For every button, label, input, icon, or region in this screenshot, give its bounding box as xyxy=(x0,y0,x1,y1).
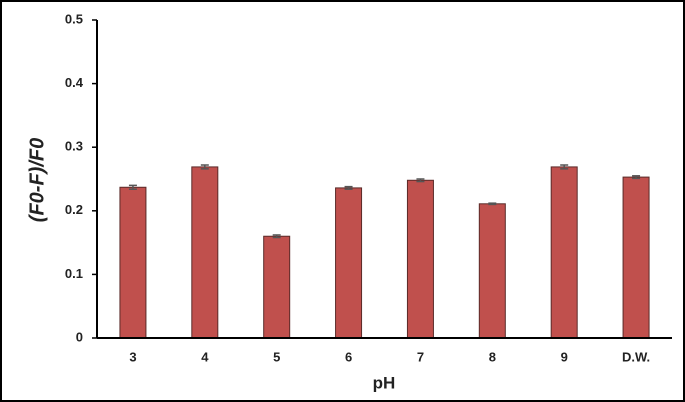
x-tick-label: 8 xyxy=(489,349,496,364)
x-tick-label: 6 xyxy=(345,349,352,364)
y-tick-label: 0 xyxy=(76,329,83,344)
y-tick-label: 0.2 xyxy=(65,202,83,217)
x-tick-label: 9 xyxy=(561,349,568,364)
x-tick-label: 4 xyxy=(201,349,209,364)
x-tick-label: 3 xyxy=(129,349,136,364)
y-tick-label: 0.1 xyxy=(65,266,83,281)
x-tick-label: 5 xyxy=(273,349,280,364)
bar xyxy=(335,187,363,339)
y-axis-title: (F0-F)/F0 xyxy=(26,138,48,222)
bar xyxy=(263,235,291,339)
bar xyxy=(191,166,219,339)
x-tick-label: 7 xyxy=(417,349,424,364)
x-tick-label: D.W. xyxy=(622,349,650,364)
bar xyxy=(622,176,650,339)
y-tick-label: 0.5 xyxy=(65,11,83,26)
bar xyxy=(478,203,506,339)
bar xyxy=(406,179,434,339)
y-tick-label: 0.4 xyxy=(65,75,84,90)
y-tick-label: 0.3 xyxy=(65,139,83,154)
bar xyxy=(550,166,578,339)
x-axis-title: pH xyxy=(373,373,396,392)
bar xyxy=(119,186,147,339)
